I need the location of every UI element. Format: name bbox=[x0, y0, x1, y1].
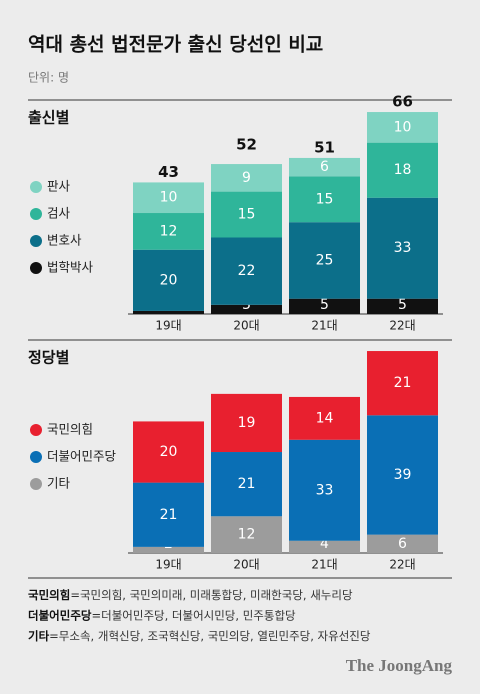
legend-marker bbox=[30, 181, 42, 193]
legend-marker bbox=[30, 235, 42, 247]
x-tick-label: 19대 bbox=[155, 319, 181, 333]
bar-segment bbox=[211, 516, 282, 553]
value-label: 9 bbox=[242, 170, 251, 186]
bar-segment bbox=[289, 540, 360, 553]
bar-segment bbox=[211, 304, 282, 314]
value-label: 12 bbox=[238, 527, 256, 543]
x-tick-label: 20대 bbox=[233, 319, 259, 333]
bar-segment bbox=[367, 142, 438, 198]
bar-segment bbox=[289, 176, 360, 223]
value-label: 25 bbox=[316, 252, 334, 268]
value-label: 10 bbox=[160, 190, 178, 206]
value-label: 14 bbox=[316, 410, 334, 426]
value-label: 5 bbox=[320, 297, 329, 313]
legend-marker bbox=[30, 262, 42, 274]
bar-segment bbox=[367, 351, 438, 416]
total-label: 51 bbox=[314, 138, 335, 156]
legend-marker bbox=[30, 451, 42, 463]
value-label: 5 bbox=[398, 297, 407, 313]
x-tick-label: 22대 bbox=[389, 319, 415, 333]
x-tick-label: 21대 bbox=[311, 319, 337, 333]
total-label: 66 bbox=[392, 93, 413, 111]
note-term: 더불어민주당 bbox=[28, 608, 92, 622]
note-text: =국민의힘, 국민의미래, 미래통합당, 미래한국당, 새누리당 bbox=[70, 588, 353, 602]
legend-label: 검사 bbox=[47, 206, 71, 221]
value-label: 20 bbox=[160, 272, 178, 288]
value-label: 18 bbox=[394, 162, 412, 178]
note-term: 기타 bbox=[28, 629, 50, 643]
note: 더불어민주당=더불어민주당, 더불어시민당, 민주통합당 bbox=[28, 608, 296, 622]
value-label: 15 bbox=[238, 207, 256, 223]
x-tick-label: 21대 bbox=[311, 558, 337, 572]
total-label: 52 bbox=[236, 135, 257, 153]
bar-segment bbox=[133, 546, 204, 553]
value-label: 4 bbox=[320, 536, 329, 552]
value-label: 10 bbox=[394, 119, 412, 135]
bar-segment bbox=[289, 396, 360, 440]
bar-segment bbox=[133, 421, 204, 483]
bar-segment bbox=[133, 482, 204, 547]
value-label: 21 bbox=[160, 507, 178, 523]
bar-segment bbox=[367, 534, 438, 553]
bar-segment bbox=[367, 112, 438, 143]
bar-segment bbox=[289, 439, 360, 541]
source: The JoongAng bbox=[346, 656, 453, 675]
legend-label: 판사 bbox=[47, 179, 71, 194]
note-text: =더불어민주당, 더불어시민당, 민주통합당 bbox=[91, 608, 296, 622]
legend-label: 기타 bbox=[47, 476, 71, 491]
value-label: 39 bbox=[394, 467, 412, 483]
x-tick-label: 20대 bbox=[233, 558, 259, 572]
value-label: 22 bbox=[238, 263, 256, 279]
legend-marker bbox=[30, 478, 42, 490]
bar-segment bbox=[211, 191, 282, 238]
bar-segment bbox=[367, 298, 438, 314]
total-label: 43 bbox=[158, 163, 179, 181]
title: 역대 총선 법전문가 출신 당선인 비교 bbox=[28, 34, 323, 56]
value-label: 20 bbox=[160, 444, 178, 460]
unit: 단위: 명 bbox=[28, 71, 69, 85]
value-label: 33 bbox=[316, 482, 334, 498]
bar-segment bbox=[133, 249, 204, 311]
value-label: 3 bbox=[242, 297, 251, 313]
x-tick-label: 22대 bbox=[389, 558, 415, 572]
bar-segment bbox=[211, 452, 282, 517]
value-label: 21 bbox=[238, 476, 256, 492]
bar-segment bbox=[289, 157, 360, 177]
legend-marker bbox=[30, 424, 42, 436]
value-label: 21 bbox=[394, 375, 412, 391]
legend-marker bbox=[30, 208, 42, 220]
bar-segment bbox=[211, 393, 282, 453]
bar-segment bbox=[289, 222, 360, 299]
bar-segment bbox=[289, 298, 360, 314]
value-label: 12 bbox=[160, 223, 178, 239]
value-label: 6 bbox=[398, 536, 407, 552]
bar-segment bbox=[133, 182, 204, 214]
legend-label: 국민의힘 bbox=[47, 422, 93, 437]
note: 국민의힘=국민의힘, 국민의미래, 미래통합당, 미래한국당, 새누리당 bbox=[28, 588, 353, 602]
bar-segment bbox=[367, 197, 438, 299]
bar-segment bbox=[211, 237, 282, 305]
note: 기타=무소속, 개혁신당, 조국혁신당, 국민의당, 열린민주당, 자유선진당 bbox=[28, 629, 371, 643]
value-label: 6 bbox=[320, 159, 329, 175]
bar-segment bbox=[367, 415, 438, 535]
legend-label: 더불어민주당 bbox=[47, 449, 117, 464]
legend-label: 법학박사 bbox=[47, 260, 94, 275]
value-label: 19 bbox=[238, 415, 256, 431]
note-text: =무소속, 개혁신당, 조국혁신당, 국민의당, 열린민주당, 자유선진당 bbox=[49, 629, 371, 643]
note-term: 국민의힘 bbox=[28, 588, 70, 602]
section-title: 출신별 bbox=[28, 109, 69, 127]
section-title: 정당별 bbox=[28, 349, 69, 367]
bar-segment bbox=[133, 310, 204, 314]
bar-segment bbox=[211, 164, 282, 192]
legend-label: 변호사 bbox=[47, 233, 82, 248]
value-label: 33 bbox=[394, 240, 412, 256]
bar-segment bbox=[133, 213, 204, 250]
x-tick-label: 19대 bbox=[155, 558, 181, 572]
value-label: 15 bbox=[316, 191, 334, 207]
